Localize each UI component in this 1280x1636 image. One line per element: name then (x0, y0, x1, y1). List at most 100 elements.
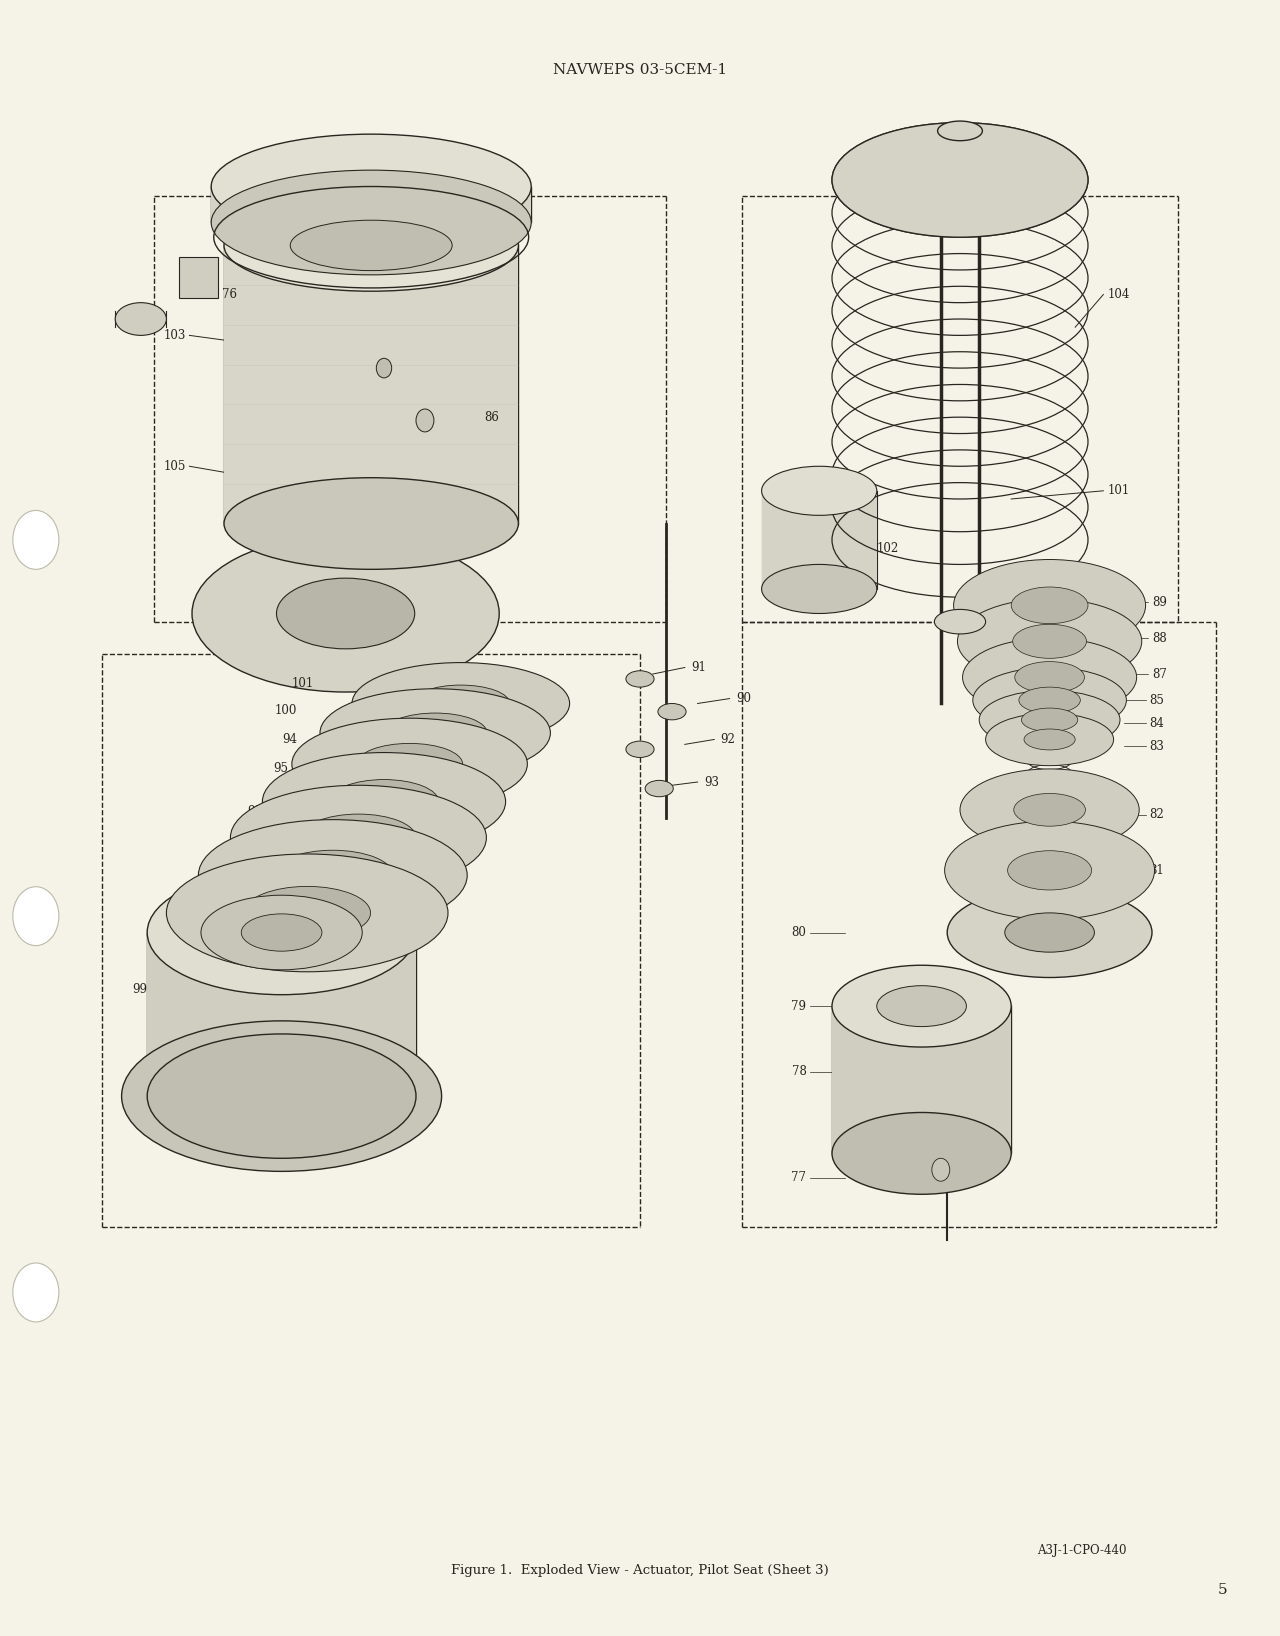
Ellipse shape (211, 170, 531, 275)
Ellipse shape (352, 663, 570, 744)
Text: 94: 94 (282, 733, 297, 746)
Text: 81: 81 (1149, 864, 1165, 877)
Text: 104: 104 (1107, 288, 1129, 301)
Text: 85: 85 (1149, 694, 1165, 707)
Ellipse shape (645, 780, 673, 797)
Text: 91: 91 (691, 661, 707, 674)
Text: 101: 101 (1107, 484, 1129, 497)
Text: Figure 1.  Exploded View - Actuator, Pilot Seat (Sheet 3): Figure 1. Exploded View - Actuator, Pilo… (451, 1564, 829, 1577)
Text: 89: 89 (1152, 596, 1167, 609)
Text: 79: 79 (791, 1000, 806, 1013)
Ellipse shape (1012, 625, 1087, 658)
Ellipse shape (292, 718, 527, 810)
Circle shape (13, 510, 59, 569)
Ellipse shape (1011, 587, 1088, 623)
Bar (224, 245, 518, 524)
Ellipse shape (329, 780, 439, 825)
Text: 99: 99 (132, 983, 147, 996)
Bar (211, 187, 531, 222)
Text: 87: 87 (1152, 667, 1167, 681)
Text: 82: 82 (1149, 808, 1165, 821)
Circle shape (13, 887, 59, 946)
Ellipse shape (291, 221, 452, 270)
Ellipse shape (1007, 851, 1092, 890)
Ellipse shape (224, 200, 518, 291)
Ellipse shape (1021, 708, 1078, 731)
Text: NAVWEPS 03-5CEM-1: NAVWEPS 03-5CEM-1 (553, 64, 727, 77)
Text: 77: 77 (791, 1171, 806, 1184)
Ellipse shape (122, 1021, 442, 1171)
Text: 90: 90 (736, 692, 751, 705)
Ellipse shape (1014, 793, 1085, 826)
Ellipse shape (877, 985, 966, 1027)
Ellipse shape (357, 743, 462, 785)
Text: 83: 83 (1149, 739, 1165, 753)
Text: 5: 5 (1217, 1584, 1228, 1597)
Ellipse shape (262, 753, 506, 851)
Ellipse shape (762, 564, 877, 614)
Text: 95: 95 (273, 762, 288, 775)
Text: 97: 97 (241, 838, 256, 851)
Ellipse shape (224, 478, 518, 569)
Ellipse shape (934, 610, 986, 635)
Ellipse shape (954, 560, 1146, 651)
Text: 86: 86 (484, 411, 499, 424)
Ellipse shape (115, 303, 166, 335)
Ellipse shape (166, 854, 448, 972)
Bar (762, 491, 877, 589)
Text: 105: 105 (164, 460, 186, 473)
Ellipse shape (320, 689, 550, 777)
Text: 88: 88 (1152, 631, 1167, 645)
Ellipse shape (658, 703, 686, 720)
Ellipse shape (211, 134, 531, 239)
Ellipse shape (147, 870, 416, 995)
Ellipse shape (1005, 913, 1094, 952)
Bar (179, 257, 218, 298)
Text: 98: 98 (247, 805, 262, 818)
Text: 76: 76 (221, 288, 237, 301)
Ellipse shape (979, 690, 1120, 749)
Ellipse shape (832, 1112, 1011, 1194)
Ellipse shape (973, 667, 1126, 733)
Ellipse shape (626, 741, 654, 757)
Ellipse shape (273, 851, 393, 900)
Circle shape (376, 358, 392, 378)
Text: 103: 103 (164, 329, 186, 342)
Bar (147, 933, 416, 1096)
Text: A3J-1-CPO-440: A3J-1-CPO-440 (1037, 1544, 1126, 1557)
Ellipse shape (947, 887, 1152, 977)
Text: 92: 92 (721, 733, 736, 746)
Text: 80: 80 (791, 926, 806, 939)
Ellipse shape (960, 769, 1139, 851)
Ellipse shape (626, 671, 654, 687)
Ellipse shape (963, 638, 1137, 717)
Text: 100: 100 (275, 703, 297, 717)
Ellipse shape (762, 466, 877, 515)
Ellipse shape (1015, 661, 1084, 694)
Ellipse shape (412, 685, 509, 721)
Ellipse shape (201, 895, 362, 970)
Text: 93: 93 (704, 775, 719, 789)
Ellipse shape (945, 821, 1155, 919)
Text: 96: 96 (241, 874, 256, 887)
Ellipse shape (243, 887, 371, 939)
Text: 78: 78 (791, 1065, 806, 1078)
Ellipse shape (147, 1034, 416, 1158)
Ellipse shape (301, 815, 416, 861)
Text: 106: 106 (448, 198, 470, 211)
Ellipse shape (832, 123, 1088, 237)
Ellipse shape (276, 578, 415, 649)
Text: 101: 101 (292, 677, 314, 690)
Ellipse shape (1024, 730, 1075, 749)
Text: 102: 102 (877, 542, 899, 555)
Ellipse shape (242, 915, 323, 951)
Circle shape (13, 1263, 59, 1322)
Ellipse shape (198, 820, 467, 931)
Circle shape (932, 1158, 950, 1181)
Ellipse shape (832, 965, 1011, 1047)
Ellipse shape (986, 713, 1114, 766)
Text: 84: 84 (1149, 717, 1165, 730)
Circle shape (416, 409, 434, 432)
Ellipse shape (230, 785, 486, 890)
Bar (832, 1006, 1011, 1153)
